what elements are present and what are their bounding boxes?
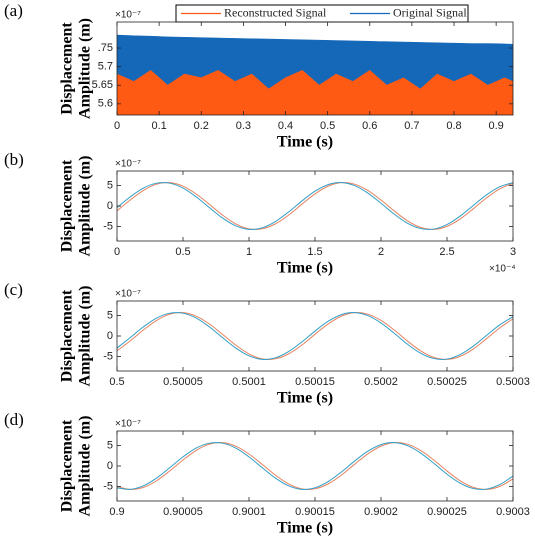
panel-label: (d)	[4, 410, 24, 429]
line	[117, 442, 513, 490]
plot-area	[117, 312, 513, 360]
x-tick-label: 0.50005	[163, 376, 203, 388]
legend-label: Original Signal	[393, 5, 467, 19]
y-exponent: ×10⁻⁷	[115, 419, 141, 430]
y-tick-label: 5	[107, 439, 113, 451]
line	[117, 182, 513, 230]
panel-label: (a)	[4, 1, 23, 20]
x-tick-label: 1	[246, 246, 252, 258]
panel: (c) ×10⁻⁷ Time (s) Displacement Amplitude (m…	[4, 280, 530, 407]
x-tick-label: 0.90015	[295, 506, 335, 518]
area	[117, 69, 513, 115]
y-tick-label: 0	[107, 200, 113, 212]
y-axis-label: Amplitude (m)	[77, 18, 94, 119]
x-tick-label: 2.5	[439, 246, 454, 258]
x-axis-label: Time (s)	[277, 134, 333, 151]
y-tick-label: 0	[107, 460, 113, 472]
y-tick-label: 5.6	[98, 98, 113, 110]
line	[117, 312, 513, 360]
y-tick-label: 0	[107, 330, 113, 342]
x-axis-label: Time (s)	[277, 390, 333, 407]
x-tick-label: 0.5002	[364, 376, 398, 388]
y-tick-label: 5.65	[92, 79, 113, 91]
y-axis-label: Displacement	[59, 159, 76, 252]
x-tick-label: 0.9	[489, 120, 504, 132]
y-exponent: ×10⁻⁷	[115, 289, 141, 300]
line	[117, 312, 513, 360]
plot-area	[117, 34, 513, 115]
panel-label: (c)	[4, 280, 23, 299]
y-exponent: ×10⁻⁷	[115, 159, 141, 170]
x-tick-label: 0.5	[109, 376, 124, 388]
x-tick-label: 0.1	[151, 120, 166, 132]
x-tick-label: 0.9002	[364, 506, 398, 518]
legend-label: Reconstructed Signal	[224, 5, 327, 19]
y-axis-label: Amplitude (m)	[77, 286, 94, 387]
y-axis-label: Displacement	[59, 289, 76, 382]
x-axis-label: Time (s)	[277, 520, 333, 537]
line	[117, 442, 513, 490]
x-tick-label: 0.9001	[232, 506, 266, 518]
y-tick-label: -5	[103, 220, 113, 232]
x-tick-label: 0.50015	[295, 376, 335, 388]
y-exponent: ×10⁻⁷	[115, 10, 141, 21]
panel: (d) ×10⁻⁷ Time (s) Displacement Amplitude (m…	[4, 410, 530, 537]
x-tick-label: 0	[114, 120, 120, 132]
y-axis-label: Amplitude (m)	[77, 156, 94, 257]
y-tick-label: 5	[107, 309, 113, 321]
x-tick-label: 0.50025	[427, 376, 467, 388]
x-axis-label: Time (s)	[277, 260, 333, 277]
line	[117, 182, 513, 230]
x-tick-label: 0.5	[175, 246, 190, 258]
x-tick-label: 0.9003	[496, 506, 530, 518]
panel-label: (b)	[4, 150, 24, 169]
plot-area	[117, 182, 513, 230]
y-axis-label: Displacement	[59, 419, 76, 512]
x-tick-label: 0.5	[320, 120, 335, 132]
x-tick-label: 3	[510, 246, 516, 258]
legend: Reconstructed Signal Original Signal	[175, 4, 469, 23]
x-tick-label: 2	[378, 246, 384, 258]
y-axis-label: Amplitude (m)	[77, 416, 94, 517]
y-tick-label: 5	[107, 179, 113, 191]
axes-box	[116, 21, 514, 116]
x-exponent: ×10⁻⁴	[489, 264, 516, 275]
y-tick-label: -5	[103, 480, 113, 492]
x-tick-label: 0.8	[446, 120, 461, 132]
y-tick-label: -5	[103, 350, 113, 362]
x-tick-label: 0	[114, 246, 120, 258]
x-tick-label: 0.5003	[496, 376, 530, 388]
x-tick-label: 0.9	[109, 506, 124, 518]
x-tick-label: 0.2	[194, 120, 209, 132]
x-tick-label: 0.5001	[232, 376, 266, 388]
x-tick-label: 0.6	[362, 120, 377, 132]
x-tick-label: 1.5	[307, 246, 322, 258]
x-tick-label: 0.4	[278, 120, 293, 132]
panel: (a) ×10⁻⁷ Time (s) Displacement Amplitude (m…	[4, 1, 514, 151]
x-tick-label: 0.90005	[163, 506, 203, 518]
y-tick-label: 5.7	[98, 61, 113, 73]
x-tick-label: 0.7	[404, 120, 419, 132]
axes-box	[116, 170, 514, 242]
x-tick-label: 0.90025	[427, 506, 467, 518]
axes-box	[116, 300, 514, 372]
panel: (b) ×10⁻⁷ ×10⁻⁴ Time (s) Displacement Amplitu…	[4, 150, 516, 277]
plot-area	[117, 442, 513, 490]
y-tick-label: .75	[98, 42, 113, 54]
x-tick-label: 0.3	[236, 120, 251, 132]
y-axis-label: Displacement	[59, 22, 76, 115]
